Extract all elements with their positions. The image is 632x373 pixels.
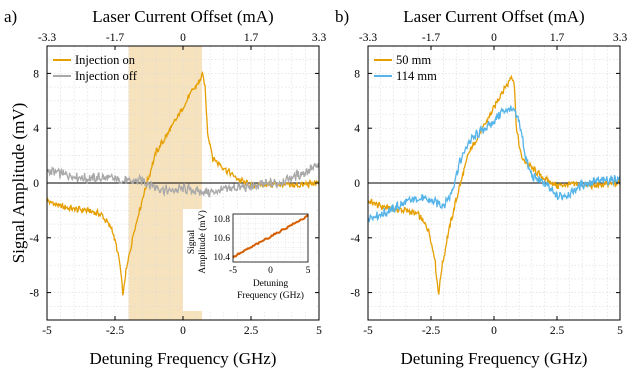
legend-label: 114 mm xyxy=(396,69,437,83)
top-x-tick-label: -1.7 xyxy=(106,32,124,44)
chart-panel-a: -5 -2.5 0 2.5 5 -3.3 -1.7 0 1.7 3.3 -8 -4 0 4 8 a) Laser… xyxy=(4,7,326,368)
x-axis-title: Detuning Frequency (GHz) xyxy=(401,349,588,368)
series-line-1 xyxy=(368,105,620,224)
y-tick-label: -4 xyxy=(350,233,360,245)
top-x-tick-label: -1.7 xyxy=(422,32,440,44)
legend-label: Injection off xyxy=(75,69,138,83)
inset-x-tick-label: -5 xyxy=(229,266,237,276)
chart-panel-b: -5 -2.5 0 2.5 5 -3.3 -1.7 0 1.7 3.3 -8 -4 0 4 8 b) Laser… xyxy=(335,7,627,368)
panel-label: b) xyxy=(335,7,349,26)
y-tick-label: 0 xyxy=(33,178,39,190)
x-tick-label: -2.5 xyxy=(106,325,124,337)
y-tick-label: -8 xyxy=(350,288,360,300)
x-tick-label: 2.5 xyxy=(244,325,259,337)
inset-y-tick-label: 10.4 xyxy=(213,253,230,263)
legend-label: Injection on xyxy=(75,53,136,67)
y-tick-label: 8 xyxy=(33,68,39,80)
top-x-tick-label: 1.7 xyxy=(550,32,565,44)
inset-x-tick-label: 5 xyxy=(306,266,311,276)
y-tick-label: -4 xyxy=(29,233,39,245)
y-tick-label: 8 xyxy=(354,68,360,80)
inset-x-label-line2: Frequency (GHz) xyxy=(237,290,304,301)
y-tick-label: -8 xyxy=(29,288,39,300)
legend: Injection on Injection off xyxy=(53,53,138,83)
inset-y-label-line1: Signal xyxy=(187,230,197,255)
y-tick-label: 0 xyxy=(354,178,360,190)
top-x-axis-title: Laser Current Offset (mA) xyxy=(92,7,273,26)
legend-label: 50 mm xyxy=(396,53,431,67)
x-tick-label: 2.5 xyxy=(550,325,565,337)
inset-frame xyxy=(232,213,309,263)
inset-y-tick-label: 10.6 xyxy=(213,234,230,244)
top-x-tick-label: -3.3 xyxy=(359,32,377,44)
panel-label: a) xyxy=(4,7,17,26)
top-x-tick-label: 1.7 xyxy=(244,32,259,44)
top-x-tick-label: -3.3 xyxy=(38,32,56,44)
inset-series-line xyxy=(232,214,309,259)
x-axis-title: Detuning Frequency (GHz) xyxy=(90,349,277,368)
inset-y-label-line2: Amplitude (mV) xyxy=(197,210,208,274)
y-axis-title: Signal Amplitude (mV) xyxy=(9,103,28,264)
top-x-axis-title: Laser Current Offset (mA) xyxy=(403,7,584,26)
y-tick-label: 4 xyxy=(33,123,39,135)
top-x-tick-label: 0 xyxy=(180,32,186,44)
x-tick-label: 0 xyxy=(180,325,186,337)
x-tick-label: 5 xyxy=(316,325,322,337)
inset-x-label-line1: Detuning xyxy=(253,279,289,289)
x-tick-label: 5 xyxy=(617,325,623,337)
top-x-tick-label: 0 xyxy=(491,32,497,44)
top-x-tick-label: 3.3 xyxy=(312,32,327,44)
x-tick-label: -5 xyxy=(42,325,52,337)
x-tick-label: 0 xyxy=(491,325,497,337)
top-x-tick-label: 3.3 xyxy=(613,32,628,44)
x-tick-label: -2.5 xyxy=(422,325,440,337)
series-line-1 xyxy=(47,162,319,198)
inset-y-tick-label: 10.8 xyxy=(213,215,230,225)
legend: 50 mm 114 mm xyxy=(374,53,437,83)
inset-x-tick-label: 0 xyxy=(268,266,273,276)
y-tick-label: 4 xyxy=(354,123,360,135)
x-tick-label: -5 xyxy=(363,325,373,337)
